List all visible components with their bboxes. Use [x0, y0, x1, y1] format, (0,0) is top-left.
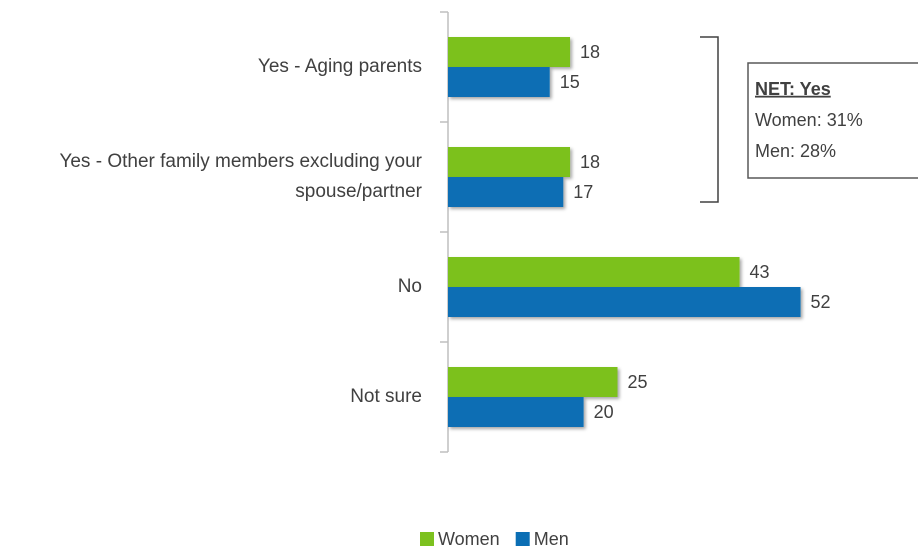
legend-swatch [420, 532, 434, 546]
value-label: 43 [750, 262, 770, 282]
legend-swatch [515, 532, 530, 546]
bar [448, 257, 740, 287]
bar [448, 147, 571, 177]
category-label: Not sure [350, 386, 422, 407]
bracket [700, 36, 719, 203]
annotation-line: Women: 31% [755, 110, 863, 130]
legend-label: Men [534, 529, 569, 549]
value-label: 18 [580, 152, 600, 172]
bar [448, 397, 584, 427]
bar [448, 37, 571, 67]
annotation-title: NET: Yes [755, 79, 831, 99]
value-label: 15 [560, 72, 580, 92]
value-label: 52 [811, 292, 831, 312]
bar [448, 67, 550, 97]
bar [448, 287, 801, 317]
category-label: Yes - Aging parents [257, 56, 422, 77]
legend-label: Women [438, 529, 500, 549]
category-label: Yes - Other family members excluding you… [59, 151, 422, 202]
category-label: No [397, 276, 422, 297]
annotation-box [747, 62, 918, 179]
value-label: 25 [628, 372, 648, 392]
value-label: 20 [594, 402, 614, 422]
value-label: 18 [580, 42, 600, 62]
value-label: 17 [573, 182, 593, 202]
bar [448, 177, 564, 207]
bar [448, 367, 618, 397]
annotation-line: Men: 28% [755, 141, 836, 161]
